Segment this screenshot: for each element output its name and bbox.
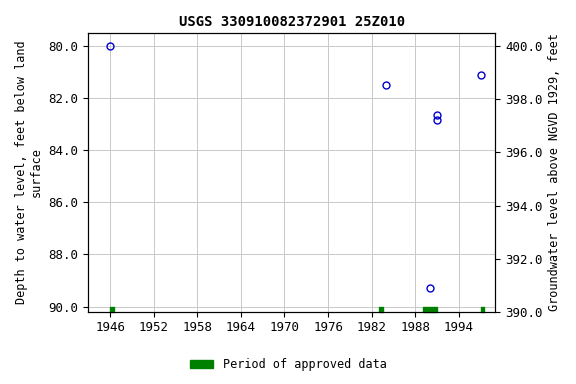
Y-axis label: Groundwater level above NGVD 1929, feet: Groundwater level above NGVD 1929, feet bbox=[548, 33, 561, 311]
Y-axis label: Depth to water level, feet below land
surface: Depth to water level, feet below land su… bbox=[15, 41, 43, 304]
Title: USGS 330910082372901 25Z010: USGS 330910082372901 25Z010 bbox=[179, 15, 405, 29]
Legend: Period of approved data: Period of approved data bbox=[185, 354, 391, 376]
